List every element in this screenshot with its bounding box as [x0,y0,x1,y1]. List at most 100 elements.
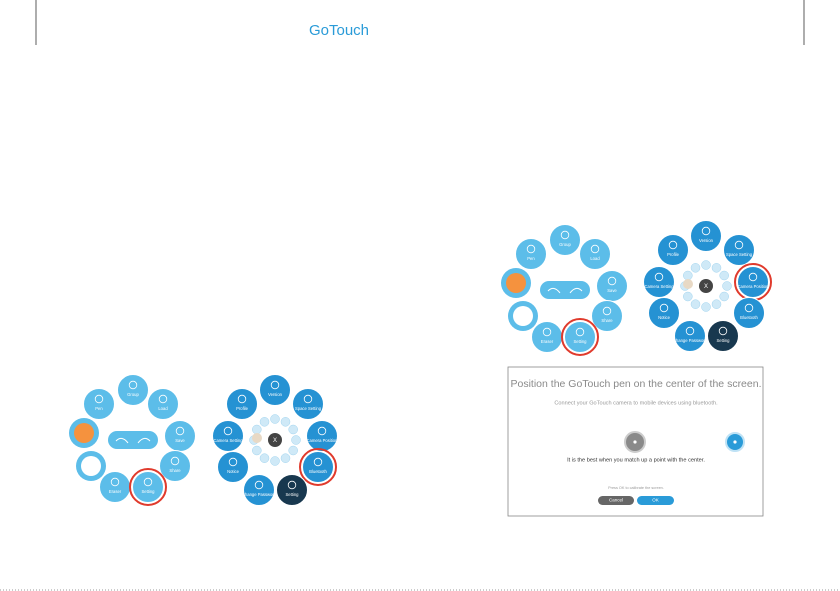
undo-redo[interactable] [540,281,590,299]
menu-label[interactable]: Profile [236,406,249,411]
menu-label[interactable]: Space Setting [726,252,753,257]
menu-button[interactable] [733,297,765,329]
menu-button[interactable] [226,388,258,420]
menu-label[interactable]: Space Setting [295,406,322,411]
position-dot [683,270,693,281]
menu-label[interactable]: Profile [667,252,680,257]
menu-label[interactable]: Save [607,288,617,293]
menu-icon [170,456,180,466]
menu-label[interactable]: Load [158,406,168,411]
undo-redo[interactable] [108,431,158,449]
close-label[interactable]: X [704,284,708,290]
menu-label[interactable]: Camera Setting [213,438,243,443]
menu-label[interactable]: Bluetooth [309,469,327,474]
close-label[interactable]: X [273,438,277,444]
menu-label[interactable]: Setting [573,339,587,344]
menu-icon [659,303,669,313]
position-dot [270,456,280,466]
menu-label[interactable]: Notice [658,315,671,320]
dialog-hint: It is the best when you match up a point… [567,457,705,463]
position-dot [252,445,262,456]
position-dot [270,414,280,424]
menu-button[interactable] [549,224,581,256]
current-dot [683,279,693,289]
menu-button[interactable] [579,238,611,270]
menu-label[interactable]: Share [601,318,613,323]
menu-button[interactable] [643,266,675,298]
menu-button[interactable] [212,420,244,452]
menu-label[interactable]: Eraser [109,489,122,494]
menu-button[interactable] [707,320,739,352]
menu-button[interactable] [243,474,275,506]
menu-button[interactable] [564,321,596,353]
menu-button[interactable] [217,451,249,483]
menu-label[interactable]: Setting [285,492,299,497]
menu-label[interactable]: Pen [527,256,535,261]
menu-label[interactable]: Setting [716,338,730,343]
menu-label[interactable]: Save [175,438,185,443]
menu-label[interactable]: Share [169,468,181,473]
position-dot [690,263,701,273]
position-dot [291,435,301,445]
menu-button[interactable] [259,374,291,406]
menu-label[interactable]: Pen [95,406,103,411]
menu-button[interactable] [147,388,179,420]
ok-label[interactable]: OK [652,498,659,503]
menu-button[interactable] [657,234,689,266]
menu-label[interactable]: Camera Setting [644,284,674,289]
menu-button[interactable] [159,450,191,482]
menu-label[interactable]: Camera Position [307,438,339,443]
pen-dot [733,440,737,444]
menu-label[interactable]: Setting [141,489,155,494]
cancel-label[interactable]: Cancel [609,498,623,503]
menu-button[interactable] [132,471,164,503]
menu-button[interactable] [117,374,149,406]
menu-label[interactable]: Camera Position [738,284,770,289]
menu-button[interactable] [276,474,308,506]
menu-button[interactable] [164,420,196,452]
menu-button[interactable] [83,388,115,420]
menu-button[interactable] [723,234,755,266]
menu-button[interactable] [674,320,706,352]
menu-button[interactable] [306,420,338,452]
ok-button[interactable] [637,496,674,505]
cancel-button[interactable] [598,496,634,505]
menu-label[interactable]: Change Password [673,338,708,343]
position-dot [280,417,291,427]
menu-label[interactable]: Load [590,256,600,261]
menu-icon [287,480,297,490]
menu-button[interactable] [302,451,334,483]
menu-button[interactable] [99,471,131,503]
menu-button[interactable] [648,297,680,329]
highlight-ring [129,468,167,506]
menu-button[interactable] [292,388,324,420]
menu-label[interactable]: Group [127,392,139,397]
close-button[interactable] [699,279,713,293]
menu-label[interactable]: Eraser [541,339,554,344]
menu-button[interactable] [737,266,769,298]
menu-button[interactable] [515,238,547,270]
menu-label[interactable]: Group [559,242,571,247]
position-dot [711,299,722,309]
menu-icon [542,327,552,337]
position-dot [259,417,270,427]
menu-label[interactable]: Change Password [242,492,277,497]
dialog-subtitle: Connect your GoTouch camera to mobile de… [554,400,718,406]
menu-icon [744,303,754,313]
menu-button[interactable] [596,270,628,302]
position-dot [701,302,711,312]
menu-button[interactable] [591,300,623,332]
menu-label[interactable]: Version [268,392,283,397]
redo-icon [569,287,583,294]
menu-button[interactable] [531,321,563,353]
close-button[interactable] [268,433,282,447]
menu-label[interactable]: Bluetooth [740,315,758,320]
menu-label[interactable]: Version [699,238,714,243]
logo: GoTouch [309,22,369,39]
menu-button[interactable] [690,220,722,252]
undo-icon [547,287,561,294]
menu-icon [223,426,233,436]
menu-label[interactable]: Notice [227,469,240,474]
menus: Group Pen Load Save Share Eraser Setting Versio… [69,220,772,506]
position-dot [683,291,693,302]
